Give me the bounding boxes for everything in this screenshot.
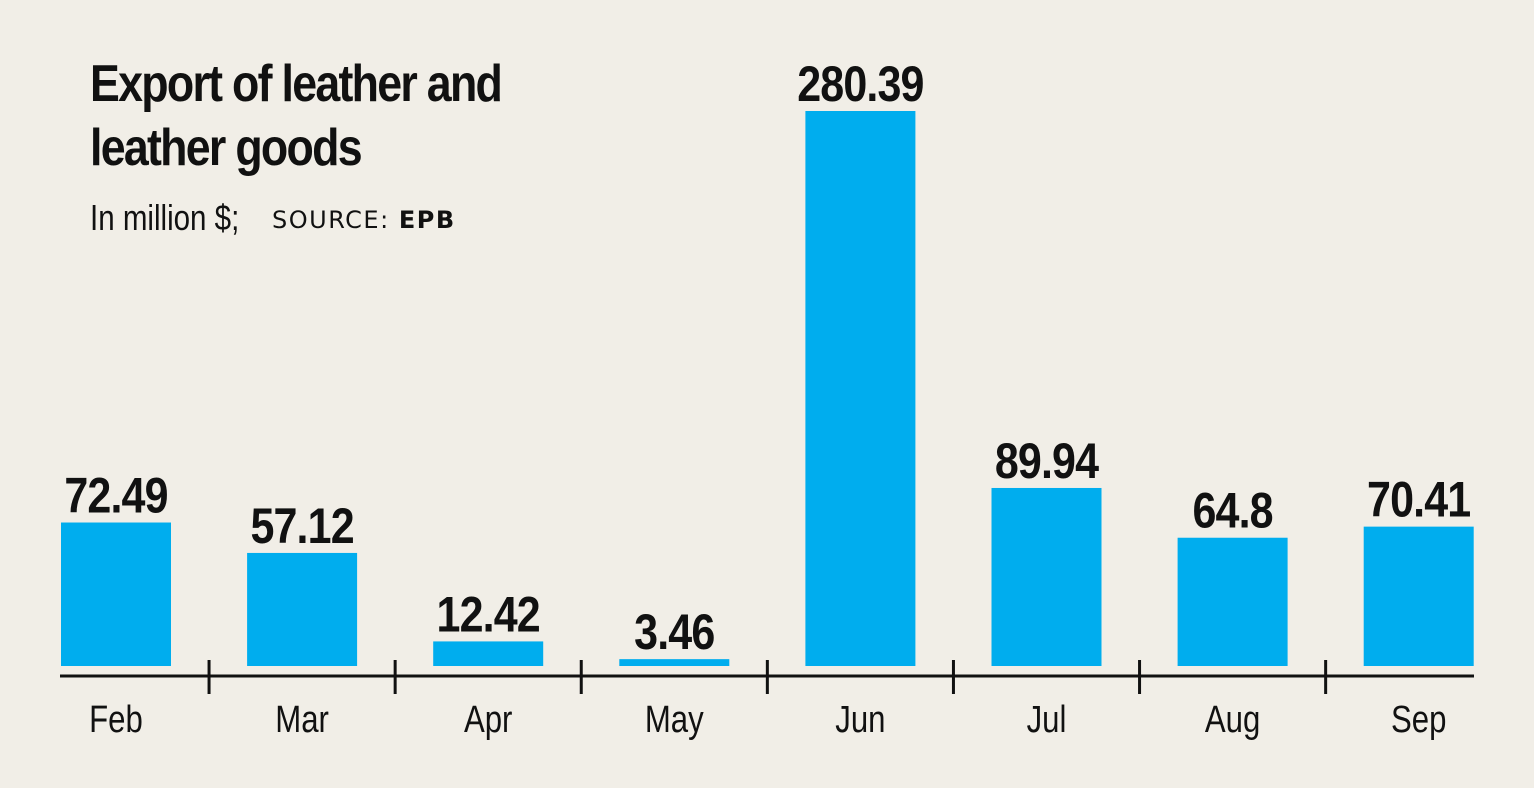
data-label: 12.42	[437, 586, 540, 642]
bar-sep	[1363, 526, 1474, 666]
chart-title-line-2: leather goods	[90, 119, 363, 177]
data-label: 89.94	[995, 433, 1099, 489]
chart-title: Export of leather and leather goods	[90, 52, 572, 180]
x-tick-label: Jun	[835, 699, 885, 741]
x-tick-label: Feb	[89, 699, 143, 741]
bar-mar	[247, 552, 358, 666]
x-tick-label: May	[645, 699, 704, 741]
x-tick-label: Mar	[275, 699, 329, 741]
data-label: 64.8	[1192, 483, 1272, 539]
x-tick-label: Apr	[464, 699, 512, 741]
unit-label: In million $;	[90, 197, 240, 238]
source-prefix: SOURCE:	[272, 206, 390, 234]
data-label: 280.39	[797, 56, 923, 112]
source-line: SOURCE: EPB	[272, 205, 456, 235]
data-label: 57.12	[250, 498, 353, 554]
chart-title-line-1: Export of leather and	[90, 55, 503, 113]
bar-aug	[1177, 537, 1288, 666]
bar-apr	[433, 641, 544, 666]
x-tick-label: Sep	[1391, 699, 1446, 741]
bar-jun	[805, 111, 916, 666]
bar-may	[619, 659, 730, 666]
data-label: 70.41	[1367, 472, 1470, 528]
x-tick-label: Aug	[1205, 699, 1260, 741]
source-name: EPB	[398, 206, 456, 234]
bar-jul	[991, 487, 1102, 666]
bar-feb	[61, 522, 171, 666]
data-label: 3.46	[634, 604, 714, 660]
x-tick-label: Jul	[1027, 699, 1067, 741]
data-label: 72.49	[64, 467, 167, 523]
